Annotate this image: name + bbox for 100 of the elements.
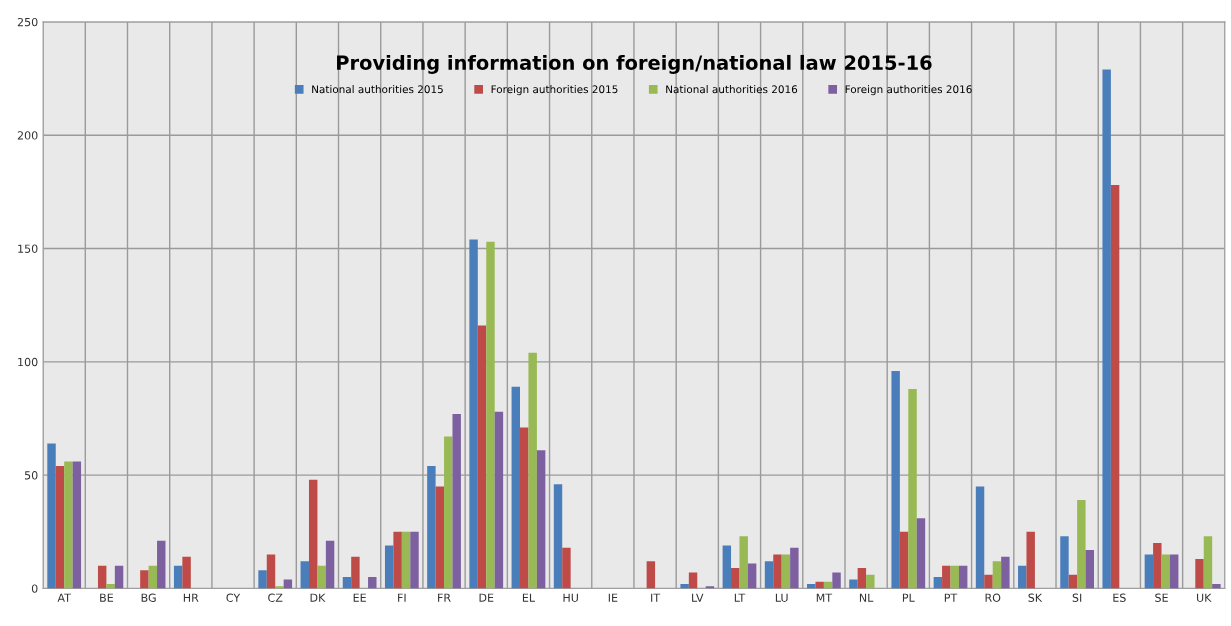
legend-label: National authorities 2016 [666, 85, 798, 94]
bar [511, 386, 521, 589]
x-tick-label: SI [1072, 593, 1082, 602]
bar [1077, 500, 1086, 589]
bar [832, 572, 841, 589]
bar [182, 556, 191, 589]
bar [444, 436, 453, 589]
bar [781, 554, 791, 589]
bar [317, 565, 326, 589]
bar [1060, 536, 1069, 589]
bar [1110, 185, 1120, 589]
bar [916, 518, 926, 589]
x-tick-label: HR [183, 593, 199, 602]
legend-label: National authorities 2015 [312, 85, 443, 94]
bar [984, 574, 993, 589]
bar [427, 466, 436, 589]
bar [1203, 536, 1213, 589]
bar [114, 565, 124, 589]
bar [72, 461, 82, 589]
bar [266, 554, 276, 589]
bar [393, 531, 402, 589]
x-tick-label: IT [651, 593, 661, 602]
bar [300, 561, 309, 589]
bar [64, 461, 73, 589]
bar [764, 561, 774, 589]
bar [494, 411, 504, 589]
bar [401, 531, 411, 589]
bar [899, 531, 909, 589]
legend-label: Foreign authorities 2015 [491, 85, 618, 96]
bar [1085, 549, 1095, 589]
x-tick-label: LU [775, 593, 788, 602]
x-tick-label: ES [1113, 593, 1126, 602]
bar [1212, 583, 1221, 589]
legend-label: Foreign authorities 2016 [845, 85, 972, 96]
bar [536, 450, 546, 589]
bar [106, 583, 115, 589]
bar [747, 563, 757, 589]
bar [469, 239, 478, 589]
bar [849, 579, 858, 589]
bar [1161, 554, 1170, 589]
x-tick-label: MT [816, 593, 833, 602]
bar [477, 325, 487, 589]
bar [1018, 565, 1027, 589]
bar [384, 545, 394, 589]
bar [562, 547, 571, 589]
x-tick-label: SE [1155, 593, 1168, 602]
bar [283, 579, 293, 589]
bar [722, 545, 732, 589]
y-tick-label: 250 [17, 17, 38, 27]
bar [1102, 69, 1111, 589]
bar [815, 581, 824, 589]
bar [452, 413, 461, 589]
y-tick-label: 200 [17, 131, 38, 140]
bar [157, 540, 166, 589]
bar [1153, 543, 1162, 589]
bar [773, 554, 782, 589]
bar [258, 570, 267, 589]
bar [342, 577, 352, 589]
bar [55, 466, 65, 589]
bar [992, 561, 1002, 589]
bar [933, 577, 943, 589]
x-tick-label: HU [563, 593, 578, 602]
y-tick-label: 50 [24, 471, 38, 480]
bar [325, 540, 335, 589]
bar [528, 352, 537, 589]
x-tick-label: EL [522, 593, 535, 602]
bar [1001, 556, 1010, 589]
bar [891, 370, 900, 589]
bar [790, 547, 799, 589]
x-tick-label: NL [859, 593, 874, 602]
x-tick-label: CZ [268, 593, 283, 602]
bar [308, 479, 318, 589]
bar [1195, 558, 1204, 589]
bar [975, 486, 985, 589]
bar [950, 565, 959, 589]
x-tick-label: FR [438, 593, 451, 602]
x-tick-label: SK [1028, 593, 1043, 602]
bar [942, 565, 951, 589]
x-tick-label: EE [353, 593, 366, 602]
bar [731, 568, 740, 589]
bar [351, 556, 360, 589]
bar [646, 561, 656, 589]
x-tick-label: LV [692, 593, 704, 602]
x-tick-label: BE [100, 593, 113, 602]
x-tick-label: AT [57, 593, 71, 602]
bar [553, 484, 563, 589]
bar [958, 565, 968, 589]
bar [908, 389, 917, 589]
x-tick-label: PT [944, 593, 958, 602]
x-tick-label: UK [1197, 593, 1212, 602]
bar [866, 574, 875, 589]
bar [1144, 554, 1154, 589]
x-tick-label: BG [141, 593, 156, 602]
bar [1169, 554, 1179, 589]
x-tick-label: PL [902, 593, 915, 602]
bar [368, 577, 377, 589]
bar [435, 486, 445, 589]
bar [173, 565, 183, 589]
y-tick-label: 150 [18, 244, 38, 253]
bar [410, 531, 419, 589]
